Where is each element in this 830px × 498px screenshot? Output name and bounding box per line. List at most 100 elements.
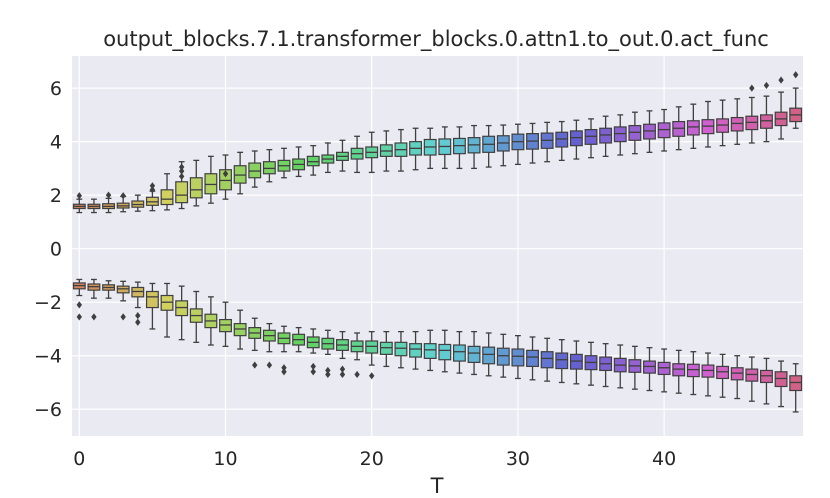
negative-box — [584, 341, 598, 386]
positive-box — [452, 126, 466, 170]
box-iqr — [438, 343, 452, 361]
box-iqr — [555, 131, 569, 148]
negative-box — [774, 360, 788, 408]
box-iqr — [160, 294, 174, 311]
box-iqr — [555, 352, 569, 370]
box-iqr — [219, 318, 232, 333]
positive-box — [569, 119, 583, 160]
outlier-point — [178, 167, 185, 175]
x-tick-label: 0 — [73, 448, 85, 470]
box-iqr — [526, 349, 539, 368]
positive-box — [102, 197, 115, 214]
box-iqr — [686, 363, 700, 378]
negative-box — [219, 301, 232, 348]
negative-box — [72, 278, 86, 297]
positive-box — [321, 142, 335, 174]
box-iqr — [657, 122, 671, 139]
positive-box — [233, 151, 247, 195]
positive-box — [87, 198, 101, 214]
negative-box — [131, 281, 145, 309]
positive-box — [306, 144, 320, 176]
box-iqr — [365, 340, 379, 354]
box-iqr — [248, 162, 262, 179]
positive-box — [716, 99, 730, 147]
negative-box — [277, 325, 291, 353]
outlier-point — [369, 372, 375, 380]
box-iqr — [452, 344, 466, 362]
negative-box — [496, 333, 510, 378]
box-iqr — [657, 361, 671, 376]
positive-box — [336, 139, 349, 172]
positive-box — [72, 198, 86, 214]
outlier-point — [149, 182, 156, 190]
box-iqr — [613, 126, 627, 143]
positive-box — [760, 95, 773, 143]
x-axis-label: T — [430, 474, 444, 498]
negative-box — [467, 330, 481, 376]
negative-box — [789, 363, 803, 413]
negative-box — [116, 280, 130, 302]
outlier-point — [135, 318, 141, 326]
positive-box — [394, 128, 408, 172]
positive-box — [160, 173, 174, 211]
positive-box — [672, 106, 686, 151]
box-iqr — [686, 120, 700, 136]
positive-box — [204, 155, 218, 204]
box-iqr — [716, 365, 730, 380]
positive-box — [584, 118, 598, 159]
box-iqr — [409, 343, 423, 358]
positive-box — [365, 131, 379, 174]
negative-box — [160, 282, 174, 338]
box-iqr — [379, 341, 393, 355]
positive-box — [438, 126, 452, 170]
negative-box — [145, 282, 159, 330]
positive-box — [496, 124, 510, 167]
box-iqr — [730, 116, 744, 132]
outlier-point — [763, 81, 770, 90]
negative-box — [409, 330, 423, 370]
outlier-point — [149, 186, 156, 194]
negative-box — [760, 357, 773, 405]
box-iqr — [219, 169, 232, 191]
negative-box — [306, 328, 320, 354]
positive-box — [292, 146, 306, 178]
outlier-point — [339, 365, 346, 373]
box-iqr — [599, 127, 613, 144]
box-series — [72, 71, 803, 413]
negative-box — [262, 322, 276, 353]
x-tick-label: 40 — [652, 448, 676, 470]
positive-box — [789, 87, 803, 129]
grid-lines — [72, 56, 803, 436]
box-iqr — [467, 345, 481, 364]
positive-box — [219, 154, 232, 200]
positive-box — [262, 149, 276, 183]
box-iqr — [160, 189, 174, 206]
y-tick-label: 4 — [50, 132, 62, 154]
box-iqr — [423, 343, 437, 359]
box-iqr — [701, 364, 715, 378]
positive-box — [189, 159, 203, 207]
negative-box — [423, 329, 437, 372]
negative-box — [540, 337, 554, 382]
negative-box — [628, 345, 642, 390]
y-tick-label: 2 — [50, 185, 62, 207]
positive-box — [730, 98, 744, 145]
outlier-point — [252, 361, 258, 369]
negative-box — [672, 349, 686, 394]
box-iqr — [394, 341, 408, 357]
positive-box — [745, 96, 759, 144]
outlier-point — [281, 364, 287, 372]
outlier-point — [120, 313, 126, 321]
box-iqr — [745, 368, 759, 382]
negative-box — [555, 339, 569, 384]
positive-box — [774, 91, 788, 140]
y-tick-label: 0 — [50, 239, 62, 261]
negative-box — [394, 330, 408, 369]
box-iqr — [233, 323, 247, 337]
box-iqr — [628, 124, 642, 141]
negative-box — [248, 317, 262, 352]
box-iqr — [116, 285, 130, 294]
negative-box — [452, 330, 466, 374]
positive-box — [482, 124, 496, 168]
